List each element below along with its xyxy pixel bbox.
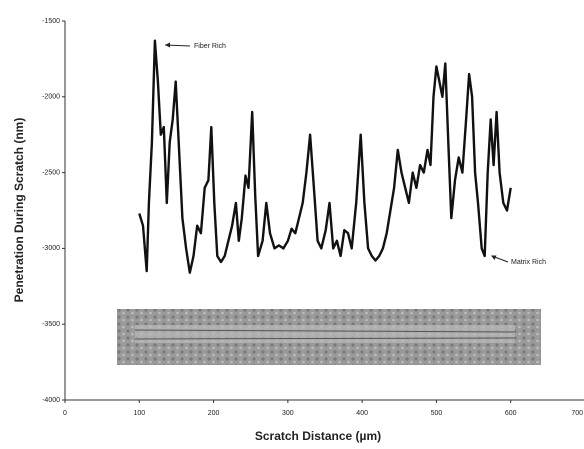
x-tick-label: 0 — [63, 410, 67, 417]
y-axis-label: Penetration During Scratch (nm) — [12, 118, 26, 303]
y-tick-label: -2500 — [42, 169, 60, 176]
y-tick-label: -4000 — [42, 397, 60, 404]
x-tick-label: 200 — [208, 410, 220, 417]
x-tick-label: 300 — [282, 410, 294, 417]
x-tick-label: 700 — [571, 410, 583, 417]
x-tick-label: 600 — [505, 410, 517, 417]
annotation: Fiber Rich — [194, 43, 226, 50]
y-tick-label: -3500 — [42, 321, 60, 328]
arrow-head — [491, 255, 497, 260]
micrograph — [117, 309, 541, 365]
x-tick-label: 400 — [356, 410, 368, 417]
x-axis-label: Scratch Distance (µm) — [255, 429, 381, 443]
line-series — [138, 39, 512, 274]
y-tick-label: -1500 — [42, 18, 60, 25]
x-tick-label: 500 — [431, 410, 443, 417]
x-tick-label: 100 — [133, 410, 145, 417]
annotation: Matrix Rich — [511, 259, 546, 266]
arrow-head — [165, 42, 170, 48]
y-tick-label: -2000 — [42, 94, 60, 101]
y-tick-label: -3000 — [42, 245, 60, 252]
